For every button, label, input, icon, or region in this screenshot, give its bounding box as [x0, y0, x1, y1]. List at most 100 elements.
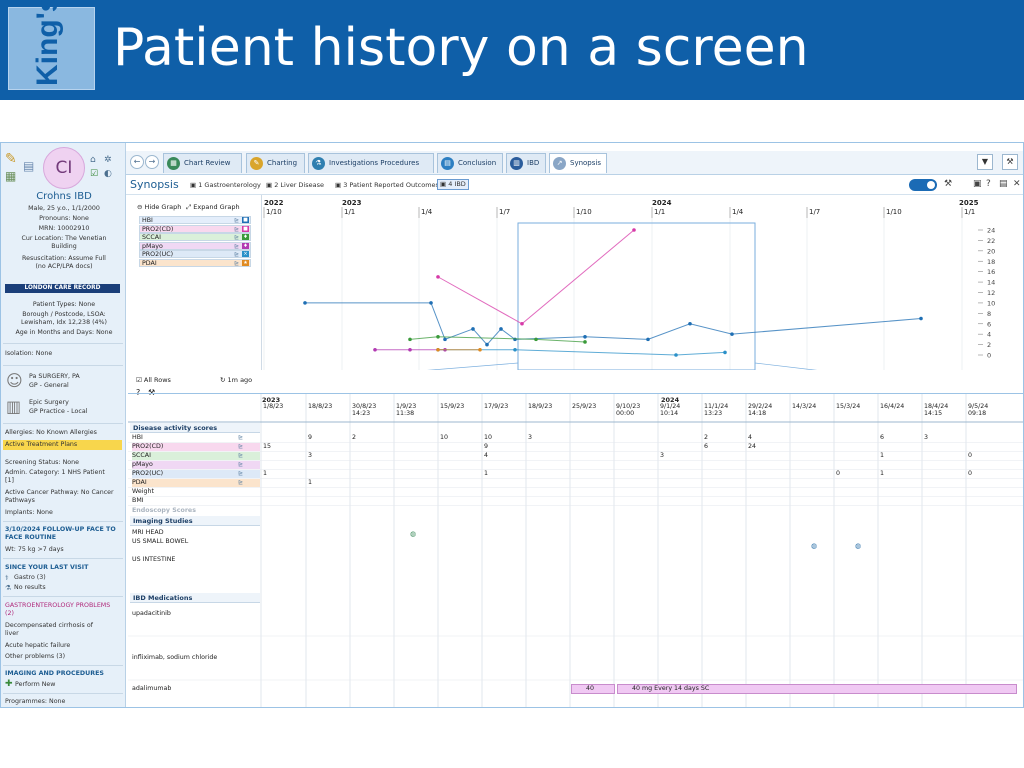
- cell-value[interactable]: 4: [748, 434, 753, 441]
- subtab-ibd[interactable]: ▣ 4 IBD: [437, 179, 469, 190]
- date-column-header[interactable]: 18/9/23: [528, 403, 552, 410]
- row-label-pro2uc[interactable]: PRO2(UC): [132, 470, 260, 478]
- plus-icon[interactable]: ✚: [5, 679, 13, 689]
- date-column-header[interactable]: 15/9/23: [440, 403, 464, 410]
- view-toggle[interactable]: [909, 179, 937, 191]
- cell-value[interactable]: 3: [660, 452, 665, 459]
- subtab-patient-reported-outcomes[interactable]: ▣ 3 Patient Reported Outcomes: [335, 181, 439, 189]
- date-column-header[interactable]: 18/8/23: [308, 403, 332, 410]
- cell-value[interactable]: 0: [836, 470, 841, 477]
- legend-row-pro2uc[interactable]: PRO2(UC) ⊵ ×: [139, 250, 251, 259]
- tab-investigations-procedures[interactable]: ⚗ Investigations Procedures: [308, 153, 434, 173]
- wrench-icon[interactable]: ⚒: [944, 179, 953, 189]
- date-column-header[interactable]: 9/5/24 09:18: [968, 403, 988, 417]
- tab-conclusion[interactable]: ▤ Conclusion: [437, 153, 503, 173]
- cell-value[interactable]: 3: [308, 452, 313, 459]
- cell-value[interactable]: 15: [263, 443, 272, 450]
- print-icon[interactable]: ▣: [973, 179, 982, 189]
- section-endoscopy[interactable]: Endoscopy Scores: [132, 507, 196, 514]
- date-column-header[interactable]: 1/8/23: [263, 403, 283, 410]
- subtab-gastroenterology[interactable]: ▣ 1 Gastroenterology: [190, 181, 261, 189]
- cell-value[interactable]: 9: [484, 443, 489, 450]
- date-column-header[interactable]: 16/4/24: [880, 403, 904, 410]
- cell-value[interactable]: 0: [968, 470, 973, 477]
- settings-icon[interactable]: ▤: [999, 179, 1008, 189]
- close-icon[interactable]: ✕: [1013, 179, 1021, 189]
- cell-value[interactable]: 0: [968, 452, 973, 459]
- section-meds[interactable]: IBD Medications: [130, 593, 260, 603]
- moon-icon[interactable]: ◐: [104, 169, 112, 179]
- active-treatment-plans[interactable]: Active Treatment Plans: [3, 440, 122, 450]
- cell-value[interactable]: 9: [308, 434, 313, 441]
- date-column-header[interactable]: 25/9/23: [572, 403, 596, 410]
- other-problems[interactable]: Other problems (3): [5, 653, 66, 660]
- dropdown-button[interactable]: ▼: [977, 154, 993, 170]
- legend-row-pdai[interactable]: PDAI ⊵ ★: [139, 259, 251, 267]
- tab-synopsis[interactable]: ↗ Synopsis: [549, 153, 607, 173]
- all-rows-checkbox[interactable]: ☑ All Rows: [136, 376, 171, 384]
- row-label-weight[interactable]: Weight: [132, 488, 154, 495]
- cell-value[interactable]: 6: [704, 443, 709, 450]
- expand-graph-button[interactable]: ⤢ Expand Graph: [186, 203, 240, 212]
- date-column-header[interactable]: 11/1/24 13:23: [704, 403, 728, 417]
- date-column-header[interactable]: 9/10/23 00:00: [616, 403, 640, 417]
- imaging-row[interactable]: US SMALL BOWEL: [132, 538, 189, 545]
- date-column-header[interactable]: 30/8/23 14:23: [352, 403, 376, 417]
- wrench-icon[interactable]: ⚒: [148, 388, 156, 397]
- problems-heading[interactable]: GASTROENTEROLOGY PROBLEMS: [5, 602, 111, 609]
- timeline-graph[interactable]: 2022 1/10 2023 1/1 1/4 1/7 1/10 2024 1/1 1/4 1/7 1/…: [261, 195, 1023, 370]
- cell-value[interactable]: 10: [484, 434, 493, 441]
- tab-charting[interactable]: ✎ Charting: [246, 153, 305, 173]
- forward-arrow-icon[interactable]: →: [145, 155, 159, 169]
- cell-value[interactable]: 1: [308, 479, 313, 486]
- cell-value[interactable]: 1: [263, 470, 268, 477]
- date-column-header[interactable]: 14/3/24: [792, 403, 816, 410]
- notes-icon[interactable]: ✎: [5, 151, 17, 167]
- imaging-row[interactable]: US INTESTINE: [132, 556, 176, 563]
- row-label-pdai[interactable]: PDAI: [132, 479, 260, 487]
- london-care-record-button[interactable]: LONDON CARE RECORD: [5, 284, 120, 293]
- tab-ibd[interactable]: ▥ IBD: [506, 153, 546, 173]
- back-arrow-icon[interactable]: ←: [130, 155, 144, 169]
- hide-graph-button[interactable]: ⊖ Hide Graph: [137, 203, 181, 211]
- followup-line-1[interactable]: 3/10/2024 FOLLOW-UP FACE TO: [5, 526, 116, 533]
- subtab-liver-disease[interactable]: ▣ 2 Liver Disease: [266, 181, 324, 189]
- allergies[interactable]: Allergies: No Known Allergies: [5, 429, 97, 436]
- medication-bar[interactable]: 40 mg Every 14 days SC: [617, 684, 1017, 694]
- legend-row-sccai[interactable]: SCCAI ⊵ ♦: [139, 233, 251, 242]
- date-column-header[interactable]: 29/2/24 14:18: [748, 403, 772, 417]
- row-label-pmayo[interactable]: pMayo: [132, 461, 260, 469]
- tab-chart-review[interactable]: ▦ Chart Review: [163, 153, 242, 173]
- cell-value[interactable]: 1: [880, 470, 885, 477]
- cell-value[interactable]: 10: [440, 434, 449, 441]
- row-label-pro2cd[interactable]: PRO2(CD): [132, 443, 260, 451]
- refresh-button[interactable]: ↻ 1m ago: [220, 376, 252, 384]
- gp-name[interactable]: Pa SURGERY, PA: [29, 373, 80, 380]
- cell-value[interactable]: 4: [484, 452, 489, 459]
- chart-icon[interactable]: ▦: [5, 169, 17, 183]
- row-label-sccai[interactable]: SCCAI: [132, 452, 260, 460]
- gastro-count[interactable]: Gastro (3): [14, 574, 46, 581]
- problem-cirrhosis[interactable]: Decompensated cirrhosis of: [5, 622, 93, 629]
- gear-icon[interactable]: ✲: [104, 155, 112, 165]
- cell-value[interactable]: 2: [352, 434, 357, 441]
- print-icon[interactable]: ⌂: [90, 155, 96, 165]
- legend-row-pro2cd[interactable]: PRO2(CD) ⊵ ■: [139, 224, 251, 233]
- checklist-icon[interactable]: ☑: [90, 169, 99, 179]
- cell-value[interactable]: 3: [924, 434, 929, 441]
- row-label-bmi[interactable]: BMI: [132, 497, 144, 504]
- cell-value[interactable]: 1: [484, 470, 489, 477]
- section-imaging[interactable]: Imaging Studies: [130, 516, 260, 526]
- row-label-hbi[interactable]: HBI: [132, 434, 143, 441]
- imaging-row[interactable]: MRI HEAD: [132, 529, 164, 536]
- date-column-header[interactable]: 1/9/23 11:38: [396, 403, 416, 417]
- help-icon[interactable]: ?: [136, 388, 141, 397]
- cell-value[interactable]: 3: [528, 434, 533, 441]
- document-icon[interactable]: ▤: [23, 159, 35, 173]
- date-column-header[interactable]: 17/9/23: [484, 403, 508, 410]
- section-disease-activity[interactable]: Disease activity scores: [130, 423, 260, 433]
- medication-row[interactable]: infliximab, sodium chloride: [132, 654, 218, 661]
- legend-row-hbi[interactable]: HBI ⊵ ■: [139, 216, 251, 224]
- date-column-header[interactable]: 9/1/24 10:14: [660, 403, 680, 417]
- cell-value[interactable]: 2: [704, 434, 709, 441]
